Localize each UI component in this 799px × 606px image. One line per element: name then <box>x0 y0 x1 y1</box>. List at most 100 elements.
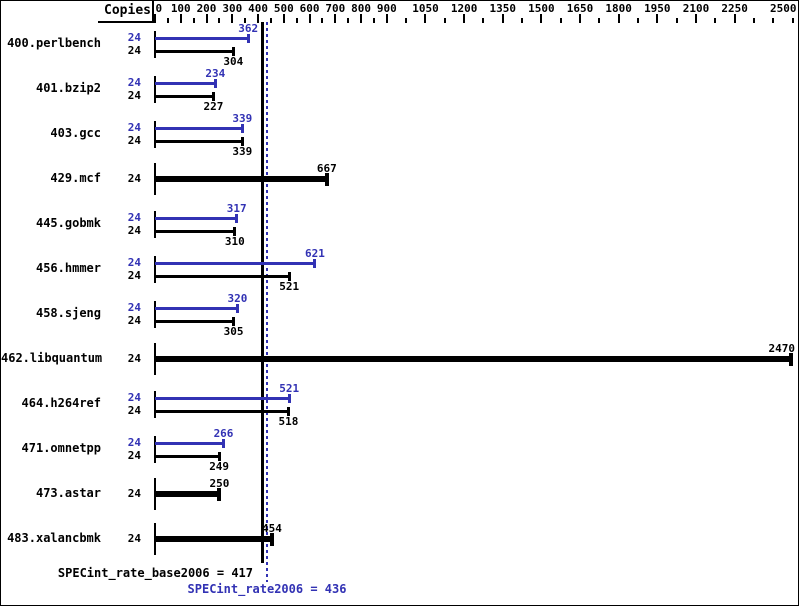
axis-tick-label: 200 <box>196 2 217 15</box>
group-axis-stub <box>154 301 156 328</box>
copies-value: 24 <box>127 487 141 500</box>
peak-bar <box>155 216 237 220</box>
axis-tick-label: 1650 <box>566 2 594 15</box>
peak-summary-value: 436 <box>324 582 347 596</box>
peak-value-label: 339 <box>232 112 253 125</box>
peak-bar <box>155 306 238 310</box>
benchmark-label: 458.sjeng <box>35 306 101 320</box>
base-bar <box>155 274 290 278</box>
axis-minor-tick <box>347 18 350 23</box>
bar-end-cap <box>217 451 221 461</box>
axis-major-tick <box>733 14 736 23</box>
axis-major-tick <box>385 14 388 23</box>
bar-end-cap <box>231 46 235 56</box>
benchmark-label: 462.libquantum <box>1 351 103 365</box>
bar-end-cap <box>286 406 290 416</box>
benchmark-label: 471.omnetpp <box>21 441 101 455</box>
base-summary-text: SPECint_rate_base2006 = 417 <box>1 567 253 579</box>
copies-value: 24 <box>127 89 141 102</box>
axis-minor-tick <box>405 18 408 23</box>
axis-tick-label: 1500 <box>528 2 555 15</box>
axis-major-tick <box>424 14 427 23</box>
axis-minor-tick <box>752 18 755 23</box>
axis-tick-label: 400 <box>248 2 268 15</box>
benchmark-label: 456.hmmer <box>35 261 101 275</box>
base-value-label: 667 <box>316 162 337 175</box>
base-value-label: 518 <box>278 415 299 428</box>
base-bar <box>155 176 327 182</box>
peak-value-label: 317 <box>226 202 247 215</box>
axis-major-tick <box>231 14 234 23</box>
benchmark-label: 464.h264ref <box>21 396 101 410</box>
copies-value: 24 <box>127 224 141 237</box>
axis-major-tick <box>463 14 466 23</box>
group-axis-stub <box>154 76 156 103</box>
axis-minor-tick <box>559 18 562 23</box>
copies-value: 24 <box>127 134 141 147</box>
base-value-label: 250 <box>209 477 230 490</box>
axis-major-tick <box>282 14 285 23</box>
axis-major-tick <box>179 14 182 23</box>
axis-tick-label: 1200 <box>450 2 478 15</box>
base-value-label: 454 <box>262 522 282 535</box>
peak-bar <box>155 396 290 400</box>
axis-tick-label: 0 <box>155 2 163 15</box>
copies-value: 24 <box>127 449 141 462</box>
bar-end-cap <box>232 316 236 326</box>
base-reference-line <box>261 22 265 563</box>
axis-tick-label: 1350 <box>489 2 517 15</box>
benchmark-label: 403.gcc <box>50 126 101 140</box>
base-bar <box>155 229 235 233</box>
group-axis-stub <box>154 256 156 283</box>
axis-minor-tick <box>637 18 639 23</box>
bar-end-cap <box>287 393 291 403</box>
axis-tick-label: 2250 <box>721 2 748 15</box>
peak-value-label: 621 <box>305 247 325 260</box>
bar-end-cap <box>233 226 237 236</box>
base-value-label: 521 <box>279 280 300 293</box>
equals-sign: = <box>303 582 325 596</box>
peak-value-label: 521 <box>279 382 300 395</box>
copies-value: 24 <box>127 391 141 404</box>
copies-value: 24 <box>127 31 141 44</box>
bar-end-cap <box>211 91 215 101</box>
base-bar <box>155 319 234 323</box>
copies-value: 24 <box>127 352 141 365</box>
axis-minor-tick <box>714 18 717 23</box>
copies-column-header: Copies <box>104 3 151 18</box>
axis-major-tick <box>501 14 504 23</box>
base-bar <box>155 356 792 362</box>
copies-value: 24 <box>127 211 141 224</box>
axis-major-tick <box>579 14 582 23</box>
axis-minor-tick <box>772 18 775 23</box>
axis-minor-tick <box>166 18 169 23</box>
peak-value-label: 320 <box>227 292 248 305</box>
axis-minor-tick <box>269 18 272 23</box>
axis-minor-tick <box>482 18 485 23</box>
base-value-label: 227 <box>203 100 224 113</box>
bar-end-cap <box>789 352 794 366</box>
benchmark-label: 473.astar <box>35 486 101 500</box>
group-axis-stub <box>154 391 156 418</box>
bar-end-cap <box>217 487 222 501</box>
peak-value-label: 362 <box>238 22 259 35</box>
peak-value-label: 266 <box>213 427 234 440</box>
axis-major-tick <box>257 14 260 23</box>
axis-major-tick <box>656 14 659 23</box>
copies-value: 24 <box>127 301 141 314</box>
axis-minor-tick <box>791 18 794 23</box>
base-value-label: 339 <box>232 145 253 158</box>
base-summary-value: 417 <box>231 566 253 580</box>
axis-tick-label: 600 <box>299 2 320 15</box>
peak-bar <box>155 36 249 40</box>
peak-summary-text: SPECint_rate2006 = 436 <box>188 583 347 595</box>
axis-minor-tick <box>372 18 375 23</box>
group-axis-stub <box>154 121 156 148</box>
base-bar <box>155 409 289 413</box>
axis-tick-label: 2100 <box>682 2 710 15</box>
axis-major-tick <box>205 14 208 23</box>
base-value-label: 310 <box>224 235 245 248</box>
axis-major-tick <box>308 14 311 23</box>
axis-minor-tick <box>295 18 298 23</box>
